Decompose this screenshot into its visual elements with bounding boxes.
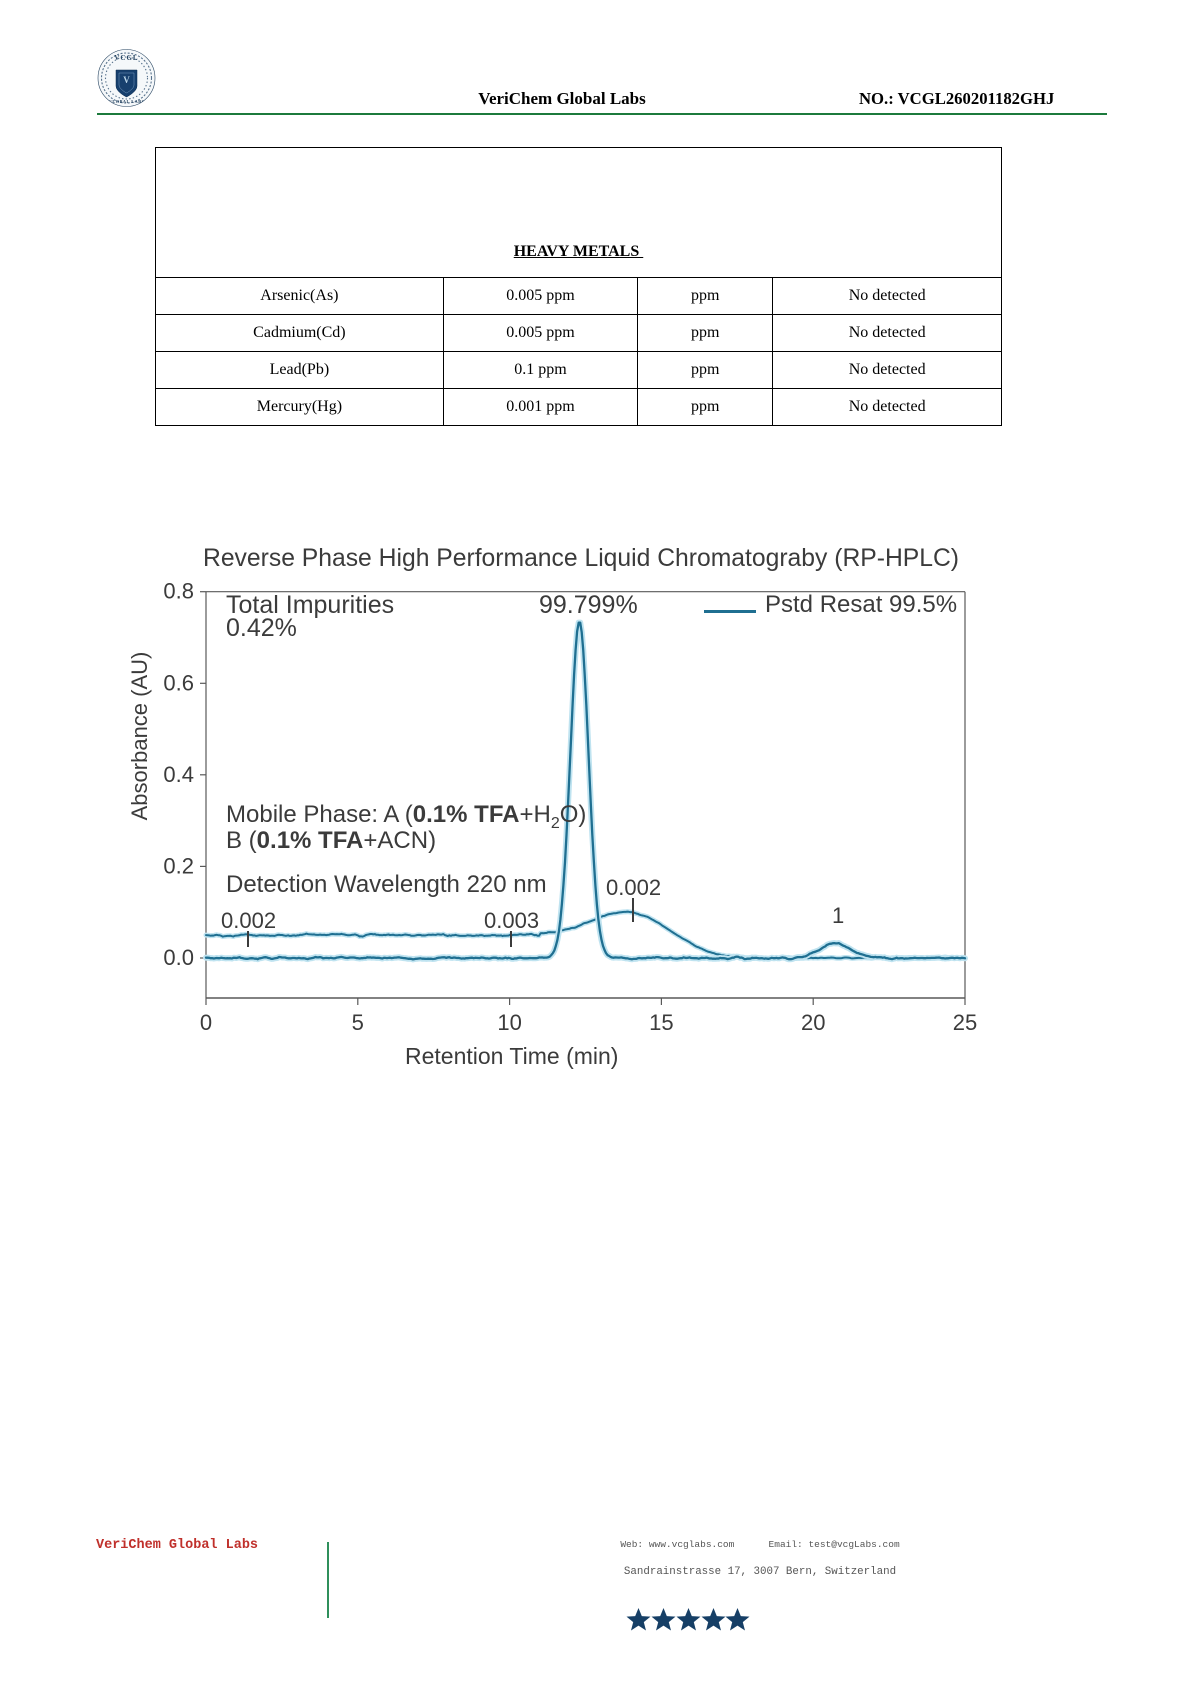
svg-text:25: 25 [953, 1010, 977, 1035]
svg-text:0.8: 0.8 [163, 583, 194, 604]
svg-text:20: 20 [801, 1010, 825, 1035]
svg-text:GLOBAL LABS: GLOBAL LABS [109, 99, 145, 104]
svg-text:0.0: 0.0 [163, 945, 194, 970]
svg-text:15: 15 [649, 1010, 673, 1035]
svg-text:0.6: 0.6 [163, 670, 194, 695]
svg-text:10: 10 [497, 1010, 521, 1035]
svg-text:5: 5 [352, 1010, 364, 1035]
svg-text:0.4: 0.4 [163, 762, 194, 787]
svg-text:VCGL: VCGL [114, 54, 138, 62]
svg-text:0.2: 0.2 [163, 853, 194, 878]
svg-text:0: 0 [200, 1010, 212, 1035]
svg-text:V: V [123, 75, 130, 85]
